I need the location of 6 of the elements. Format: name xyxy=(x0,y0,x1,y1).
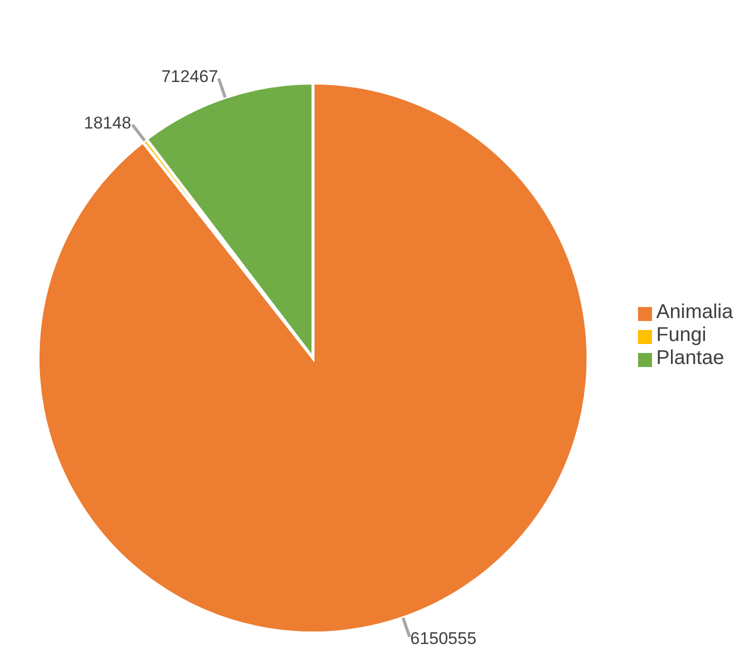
legend-label: Plantae xyxy=(656,347,724,369)
legend-label: Animalia xyxy=(656,301,733,323)
data-label: 6150555 xyxy=(410,629,476,648)
data-label: 18148 xyxy=(84,114,132,133)
data-label: 712467 xyxy=(161,67,218,86)
legend-label: Fungi xyxy=(656,324,706,346)
